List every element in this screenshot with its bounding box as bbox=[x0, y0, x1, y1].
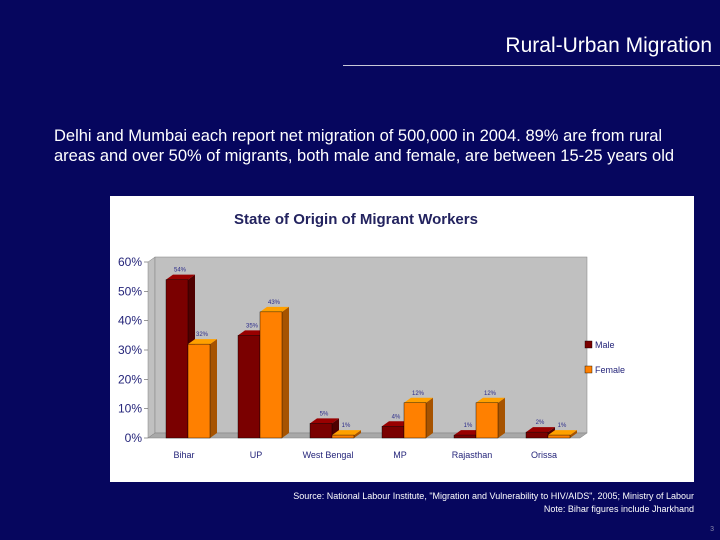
legend-label-male: Male bbox=[595, 340, 615, 350]
bar-side bbox=[282, 306, 289, 438]
data-label: 12% bbox=[412, 391, 425, 397]
bar-side bbox=[570, 430, 577, 438]
category-label: MP bbox=[393, 450, 407, 460]
bar-top bbox=[476, 397, 505, 403]
data-label: 5% bbox=[320, 411, 329, 417]
title-underline bbox=[343, 65, 720, 66]
bihar-note: Note: Bihar figures include Jharkhand bbox=[543, 504, 694, 514]
data-label: 2% bbox=[536, 420, 545, 426]
bar-male-west-bengal bbox=[309, 423, 333, 439]
bar-female-bihar bbox=[187, 343, 211, 439]
bar-female-rajasthan bbox=[475, 402, 499, 439]
data-label: 1% bbox=[464, 423, 473, 429]
bar-female-up bbox=[259, 311, 283, 439]
data-label: 43% bbox=[268, 300, 281, 306]
bar-male-up bbox=[237, 335, 261, 439]
bar-top bbox=[404, 397, 433, 403]
chart-back-wall bbox=[154, 256, 588, 434]
bar-male-orissa bbox=[525, 431, 549, 439]
bar-top bbox=[548, 430, 577, 436]
y-tick-label: 20% bbox=[118, 372, 142, 386]
bar-side bbox=[210, 339, 217, 438]
data-label: 54% bbox=[174, 268, 187, 274]
data-label: 12% bbox=[484, 391, 497, 397]
slide-title: Rural-Urban Migration bbox=[505, 34, 712, 57]
legend-swatch-female bbox=[584, 365, 593, 374]
y-tick-label: 60% bbox=[118, 255, 142, 269]
category-label: Bihar bbox=[173, 450, 194, 460]
bar-top bbox=[526, 427, 555, 433]
y-tick-label: 30% bbox=[118, 343, 142, 357]
bar-top bbox=[238, 330, 267, 336]
category-label: West Bengal bbox=[303, 450, 354, 460]
bar-top bbox=[382, 421, 411, 427]
bar-top bbox=[310, 418, 339, 424]
bar-male-rajasthan bbox=[453, 434, 477, 439]
intro-text: Delhi and Mumbai each report net migrati… bbox=[54, 127, 675, 165]
bar-female-mp bbox=[403, 402, 427, 439]
bar-side bbox=[498, 397, 505, 438]
y-tick-label: 50% bbox=[118, 284, 142, 298]
bar-top bbox=[332, 430, 361, 436]
data-label: 1% bbox=[342, 423, 351, 429]
source-note: Source: National Labour Institute, "Migr… bbox=[293, 490, 694, 516]
bar-top bbox=[166, 274, 195, 280]
bar-top bbox=[260, 306, 289, 312]
bar-female-west-bengal bbox=[331, 434, 355, 439]
data-label: 1% bbox=[558, 423, 567, 429]
bar-female-orissa bbox=[547, 434, 571, 439]
y-tick-label: 10% bbox=[118, 402, 142, 416]
bar-male-mp bbox=[381, 426, 405, 439]
bar-top bbox=[188, 339, 217, 345]
y-tick-label: 40% bbox=[118, 314, 142, 328]
source-citation: Source: National Labour Institute, "Migr… bbox=[293, 491, 694, 501]
legend-swatch-male bbox=[584, 340, 593, 349]
category-label: UP bbox=[250, 450, 263, 460]
chart-side-wall bbox=[147, 256, 156, 439]
data-label: 32% bbox=[196, 332, 209, 338]
legend-label-female: Female bbox=[595, 365, 625, 375]
data-label: 4% bbox=[392, 414, 401, 420]
category-label: Orissa bbox=[531, 450, 557, 460]
bar-side bbox=[354, 430, 361, 438]
bar-top bbox=[454, 430, 483, 436]
bar-side bbox=[426, 397, 433, 438]
chart-title: State of Origin of Migrant Workers bbox=[234, 211, 478, 228]
y-tick-label: 0% bbox=[125, 431, 143, 445]
page-number: 3 bbox=[710, 526, 714, 533]
category-label: Rajasthan bbox=[452, 450, 493, 460]
bar-male-bihar bbox=[165, 279, 189, 439]
data-label: 35% bbox=[246, 323, 259, 329]
